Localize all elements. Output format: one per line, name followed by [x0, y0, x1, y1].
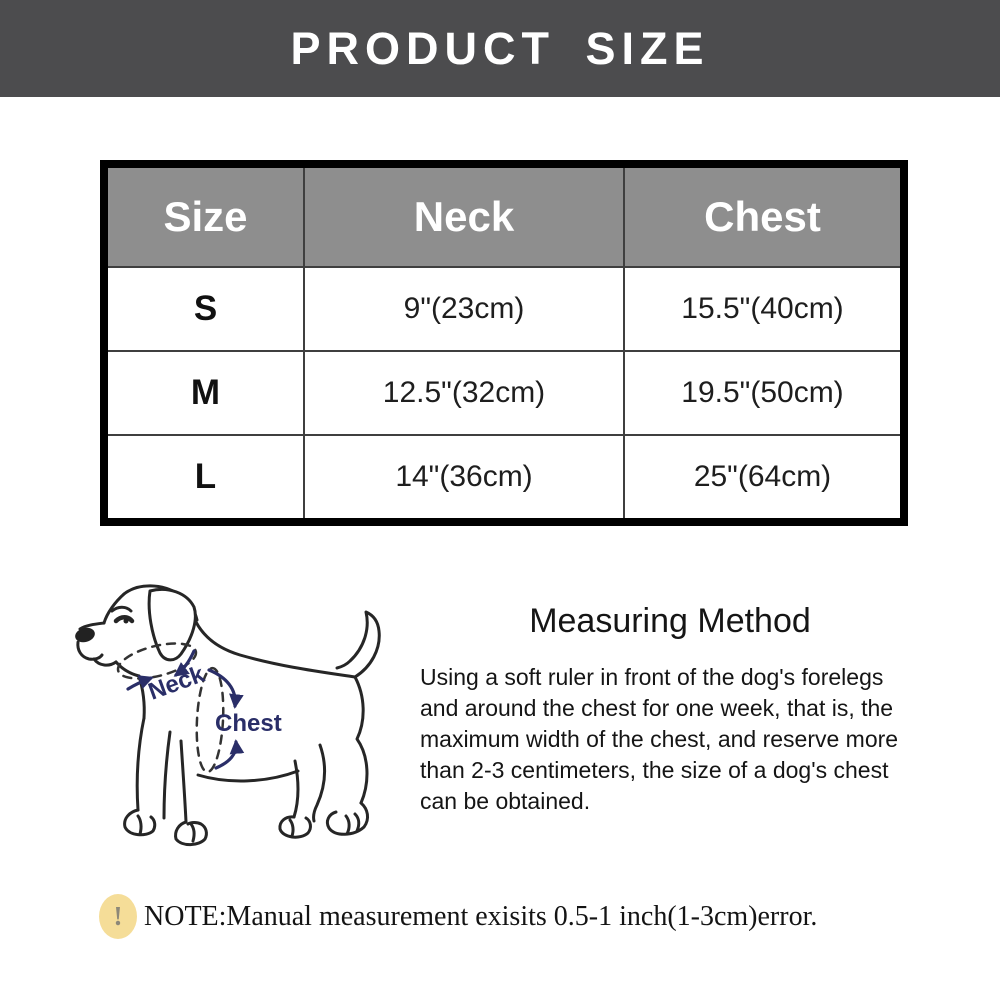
dog-line	[114, 660, 141, 678]
dog-eyebrow	[110, 605, 133, 613]
col-header-neck: Neck	[303, 163, 625, 268]
neck-cell: 12.5"(32cm)	[303, 350, 625, 436]
banner-title: PRODUCT SIZE	[290, 22, 710, 74]
measuring-method-line: than 2-3 centimeters, the size of a dog'…	[420, 757, 889, 783]
dog-line	[179, 739, 188, 824]
dog-line	[135, 716, 146, 812]
dog-toe	[189, 822, 196, 843]
product-size-banner: PRODUCT SIZE	[0, 0, 1000, 97]
chest-cell: 15.5"(40cm)	[623, 266, 905, 352]
neck-cell: 9"(23cm)	[303, 266, 625, 352]
chest-arrow	[214, 739, 245, 770]
note-section: ! NOTE:Manual measurement exisits 0.5-1 …	[99, 894, 817, 939]
neck-cell: 14"(36cm)	[303, 434, 625, 523]
dog-paw	[174, 820, 208, 847]
measuring-method-line: Using a soft ruler in front of the dog's…	[420, 664, 884, 690]
chest-ring	[195, 666, 225, 774]
table-row: L 14"(36cm) 25"(64cm)	[103, 434, 905, 523]
dog-eye-pupil	[123, 618, 129, 624]
table-row: S 9"(23cm) 15.5"(40cm)	[103, 266, 905, 352]
dog-line	[292, 759, 300, 819]
dog-line	[196, 769, 300, 783]
dog-diagram-svg: Neck Chest	[75, 584, 381, 847]
dog-paw	[278, 815, 312, 839]
measuring-method-line: can be obtained.	[420, 788, 591, 814]
dog-line	[194, 620, 357, 679]
measuring-method-line: maximum width of the chest, and reserve …	[420, 726, 899, 752]
dog-toe	[288, 818, 295, 838]
dog-line	[162, 730, 172, 820]
dog-toe	[344, 814, 351, 836]
dog-ear	[147, 587, 197, 662]
chest-label: Chest	[215, 710, 282, 737]
dog-line	[78, 621, 106, 631]
col-header-size: Size	[103, 163, 305, 268]
neck-arrow	[173, 649, 196, 677]
size-cell: M	[103, 350, 305, 436]
measuring-method-title: Measuring Method	[529, 602, 811, 640]
table-row: M 12.5"(32cm) 19.5"(50cm)	[103, 350, 905, 436]
dog-eye	[113, 615, 135, 624]
dog-mouth	[92, 657, 118, 667]
col-header-chest: Chest	[623, 163, 905, 268]
dog-tail	[335, 610, 381, 679]
measure-arrows	[126, 649, 245, 770]
neck-label: Neck	[145, 660, 209, 705]
neck-arrow	[126, 675, 154, 691]
dog-line	[353, 675, 369, 805]
neck-ring	[116, 642, 198, 680]
measuring-method-line: and around the chest for one week, that …	[420, 695, 894, 721]
chest-cell: 19.5"(50cm)	[623, 350, 905, 436]
dog-line	[76, 640, 104, 661]
exclamation-icon: !	[99, 894, 137, 939]
table-header-row: Size Neck Chest	[103, 163, 905, 268]
dog-line	[102, 592, 126, 625]
dog-toe	[353, 812, 361, 833]
dog-line	[312, 743, 326, 823]
dog-paw	[325, 801, 370, 836]
size-chart-table: Size Neck Chest S 9"(23cm) 15.5"(40cm) M…	[100, 160, 908, 526]
dog-toe	[136, 814, 143, 836]
size-cell: L	[103, 434, 305, 523]
dog-nose	[75, 627, 95, 643]
measuring-method-section: Measuring Method Using a soft ruler in f…	[420, 602, 920, 817]
dog-outline	[75, 584, 381, 847]
dog-paw	[123, 808, 157, 837]
note-text: NOTE:Manual measurement exisits 0.5-1 in…	[144, 900, 818, 932]
chest-cell: 25"(64cm)	[623, 434, 905, 523]
chest-arrow	[207, 668, 244, 709]
dog-measurement-diagram: Neck Chest	[58, 570, 423, 875]
size-cell: S	[103, 266, 305, 352]
